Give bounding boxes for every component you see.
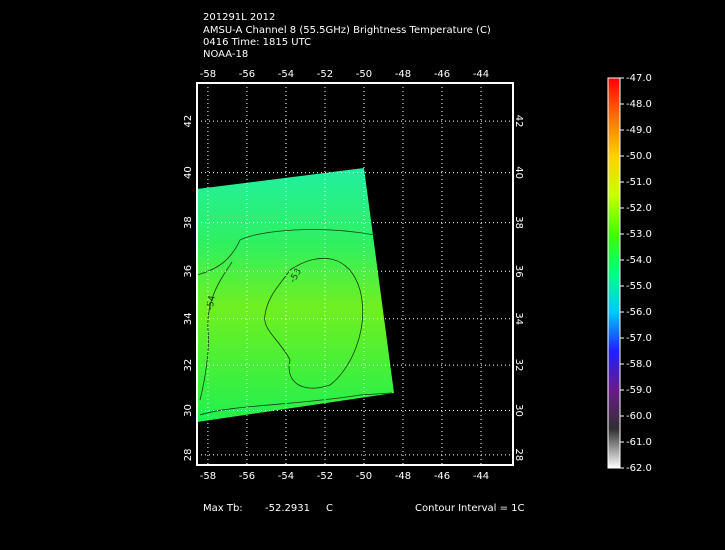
footer: Max Tb: -52.2931 C Contour Interval = 1C bbox=[203, 503, 525, 514]
x-tick-label-top: -50 bbox=[356, 69, 372, 80]
header-line: 201291L 2012 bbox=[203, 12, 275, 23]
x-tick-label-top: -56 bbox=[239, 69, 255, 80]
x-tick-label-top: -52 bbox=[317, 69, 333, 80]
swath: -54 -53 bbox=[196, 168, 394, 422]
map-frame bbox=[196, 82, 514, 466]
x-tick-label: -44 bbox=[473, 471, 489, 482]
colorbar-tick-label: -60.0 bbox=[626, 411, 652, 422]
colorbar-tick-label: -62.0 bbox=[626, 463, 652, 474]
swath-image bbox=[197, 168, 394, 422]
colorbar-ramp bbox=[607, 77, 621, 469]
y-tick-label-right: 36 bbox=[513, 265, 524, 278]
colorbar-tick-label: -58.0 bbox=[626, 359, 652, 370]
x-tick-label-top: -48 bbox=[395, 69, 411, 80]
y-tick-label-right: 30 bbox=[513, 404, 524, 417]
contour-label: -54 bbox=[206, 294, 218, 310]
x-tick-label-top: -44 bbox=[473, 69, 489, 80]
colorbar-tick-label: -49.0 bbox=[626, 125, 652, 136]
header-line: 0416 Time: 1815 UTC bbox=[203, 37, 311, 48]
y-tick-label: 42 bbox=[183, 115, 194, 128]
contour bbox=[264, 257, 364, 389]
contour bbox=[196, 229, 376, 276]
y-tick-label: 38 bbox=[183, 216, 194, 229]
colorbar: -47.0 -48.0 -49.0 -50.0 -51.0 -52.0 -53.0 -54.0… bbox=[607, 73, 652, 474]
y-tick-label: 28 bbox=[183, 449, 194, 462]
colorbar-tick-label: -53.0 bbox=[626, 229, 652, 240]
x-tick-label: -48 bbox=[395, 471, 411, 482]
colorbar-tick-label: -61.0 bbox=[626, 437, 652, 448]
y-tick-label-right: 28 bbox=[513, 449, 524, 462]
y-tick-label: 30 bbox=[183, 404, 194, 417]
x-tick-label-top: -58 bbox=[200, 69, 216, 80]
contour-interval: Contour Interval = 1C bbox=[415, 503, 525, 514]
x-tick-label: -58 bbox=[200, 471, 216, 482]
colorbar-tick-label: -50.0 bbox=[626, 151, 652, 162]
contour bbox=[199, 392, 393, 416]
x-tick-label-top: -54 bbox=[278, 69, 294, 80]
x-tick-label-top: -46 bbox=[434, 69, 450, 80]
y-tick-label-right: 38 bbox=[513, 216, 524, 229]
x-tick-label: -52 bbox=[317, 471, 333, 482]
x-tick-label: -50 bbox=[356, 471, 372, 482]
max-label: Max Tb: bbox=[203, 503, 243, 514]
x-tick-label: -54 bbox=[278, 471, 294, 482]
colorbar-tick-label: -56.0 bbox=[626, 307, 652, 318]
colorbar-tick-label: -57.0 bbox=[626, 333, 652, 344]
colorbar-tick-label: -48.0 bbox=[626, 99, 652, 110]
x-tick-label: -56 bbox=[239, 471, 255, 482]
y-tick-label: 34 bbox=[183, 312, 194, 325]
colorbar-tick-label: -52.0 bbox=[626, 203, 652, 214]
max-unit: C bbox=[326, 503, 333, 514]
y-tick-label-right: 34 bbox=[513, 312, 524, 325]
axes: -58 -58 -56 -56 -54 -54 -52 -52 -50 -50 -48 -48 -46 -… bbox=[183, 69, 524, 482]
y-tick-label: 40 bbox=[183, 166, 194, 179]
colorbar-tick-label: -54.0 bbox=[626, 255, 652, 266]
header: 201291L 2012 AMSU-A Channel 8 (55.5GHz) … bbox=[203, 12, 491, 60]
colorbar-tick-label: -59.0 bbox=[626, 385, 652, 396]
colorbar-tick-label: -47.0 bbox=[626, 73, 652, 84]
max-value: -52.2931 bbox=[265, 503, 310, 514]
colorbar-tick-label: -51.0 bbox=[626, 177, 652, 188]
y-tick-label: 32 bbox=[183, 359, 194, 372]
header-line: AMSU-A Channel 8 (55.5GHz) Brightness Te… bbox=[203, 25, 491, 36]
y-tick-label-right: 42 bbox=[513, 115, 524, 128]
colorbar-tick-label: -55.0 bbox=[626, 281, 652, 292]
y-tick-label-right: 32 bbox=[513, 359, 524, 372]
x-tick-label: -46 bbox=[434, 471, 450, 482]
contour bbox=[199, 261, 233, 401]
y-tick-label: 36 bbox=[183, 265, 194, 278]
y-tick-label-right: 40 bbox=[513, 166, 524, 179]
header-line: NOAA-18 bbox=[203, 49, 248, 60]
